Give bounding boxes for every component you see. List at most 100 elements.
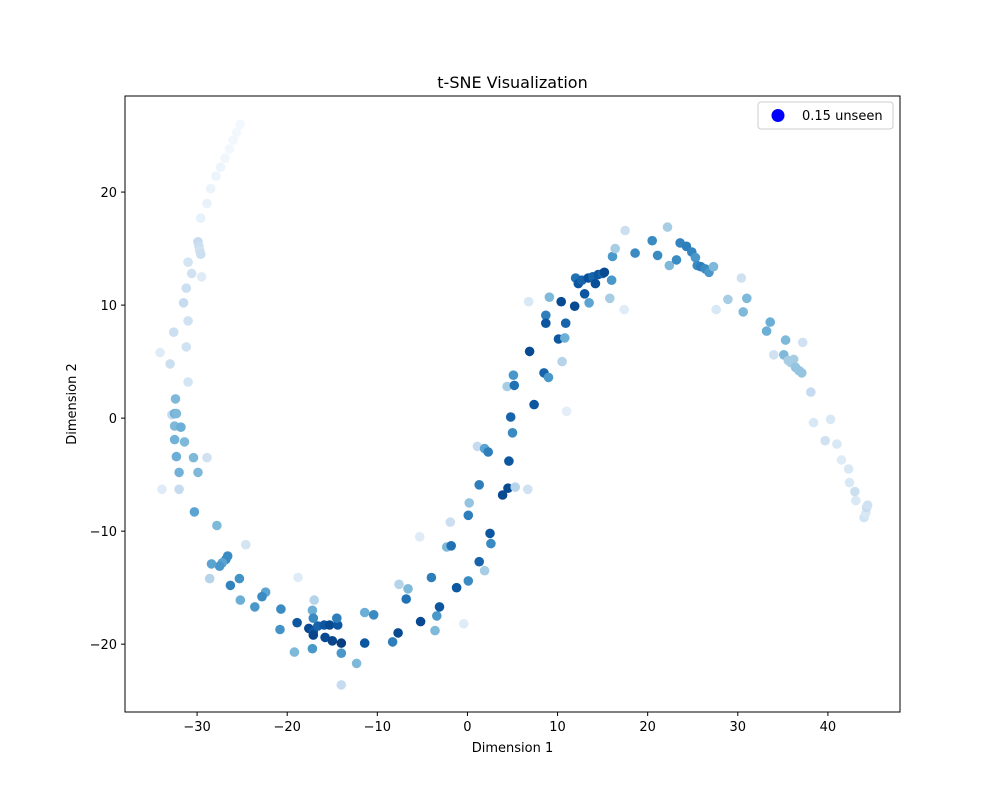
- data-point: [541, 318, 551, 329]
- data-point: [403, 584, 413, 594]
- data-point: [463, 510, 474, 521]
- data-point: [320, 632, 330, 643]
- data-point: [780, 335, 791, 345]
- data-point: [820, 435, 830, 446]
- data-point: [215, 162, 226, 172]
- data-point: [214, 561, 225, 571]
- data-point: [204, 573, 215, 584]
- data-point: [308, 613, 319, 623]
- points-layer: [155, 119, 873, 690]
- data-point: [561, 406, 572, 417]
- legend-label: 0.15 unseen: [802, 109, 883, 124]
- data-point: [432, 611, 442, 621]
- data-point: [474, 556, 485, 567]
- data-point: [723, 294, 733, 305]
- data-point: [359, 638, 370, 648]
- data-point: [178, 298, 189, 308]
- data-point: [808, 417, 819, 428]
- data-point: [797, 368, 807, 378]
- data-point: [327, 636, 338, 646]
- data-point: [479, 565, 490, 576]
- data-point: [174, 467, 184, 478]
- data-point: [224, 144, 235, 154]
- data-point: [275, 624, 285, 635]
- data-point: [434, 602, 445, 612]
- data-point: [324, 620, 335, 630]
- data-point: [510, 482, 520, 492]
- data-point: [503, 483, 513, 494]
- data-point: [220, 153, 230, 163]
- data-point: [183, 257, 193, 268]
- data-point: [761, 326, 772, 336]
- data-point: [806, 387, 816, 397]
- data-point: [351, 658, 362, 669]
- data-point: [599, 267, 610, 278]
- data-point: [394, 579, 404, 590]
- x-tick-label: −30: [183, 720, 210, 735]
- data-point: [765, 317, 775, 327]
- data-point: [276, 604, 286, 614]
- data-point: [862, 500, 873, 511]
- data-point: [619, 304, 629, 315]
- data-point: [508, 370, 519, 381]
- data-point: [504, 456, 514, 466]
- data-point: [524, 346, 535, 357]
- data-point: [189, 507, 200, 517]
- data-point: [523, 484, 533, 495]
- data-point: [179, 437, 190, 447]
- data-point: [257, 591, 267, 602]
- data-point: [292, 617, 302, 628]
- x-tick-label: 20: [639, 720, 656, 735]
- data-point: [505, 412, 516, 422]
- data-point: [664, 260, 675, 271]
- y-tick-label: 0: [109, 412, 117, 427]
- data-point: [708, 261, 719, 272]
- data-point: [307, 643, 318, 654]
- x-tick-label: −20: [273, 720, 300, 735]
- data-point: [560, 318, 571, 329]
- data-point: [769, 350, 779, 360]
- data-point: [155, 347, 165, 358]
- data-point: [193, 467, 203, 478]
- y-tick-label: 10: [100, 299, 117, 314]
- data-point: [309, 595, 320, 605]
- data-point: [430, 625, 440, 636]
- data-point: [307, 605, 318, 616]
- data-point: [523, 296, 534, 307]
- data-point: [241, 539, 251, 550]
- data-point: [788, 354, 799, 365]
- data-point: [415, 616, 426, 627]
- data-point: [293, 572, 303, 583]
- data-point: [401, 594, 412, 604]
- data-point: [464, 498, 475, 508]
- data-point: [183, 377, 193, 387]
- data-point: [225, 580, 236, 591]
- data-point: [228, 135, 238, 145]
- data-point: [181, 342, 192, 352]
- data-point: [560, 333, 570, 343]
- data-point: [157, 484, 167, 495]
- data-point: [483, 447, 494, 457]
- data-point: [836, 455, 847, 465]
- data-point: [652, 250, 663, 261]
- data-point: [736, 273, 747, 283]
- data-point: [336, 638, 347, 648]
- data-point: [212, 520, 222, 531]
- data-point: [170, 394, 181, 404]
- data-point: [234, 573, 245, 584]
- data-point: [543, 372, 554, 383]
- data-point: [742, 293, 752, 304]
- data-point: [544, 292, 555, 303]
- data-point: [486, 538, 496, 549]
- data-point: [414, 532, 425, 542]
- y-axis-ticks: −20 −10 0 10 20: [90, 186, 125, 653]
- data-point: [620, 225, 630, 236]
- data-point: [529, 399, 539, 410]
- data-point: [556, 296, 566, 307]
- data-point: [446, 541, 457, 551]
- data-point: [844, 477, 855, 488]
- y-tick-label: −20: [90, 638, 117, 653]
- data-point: [843, 464, 854, 474]
